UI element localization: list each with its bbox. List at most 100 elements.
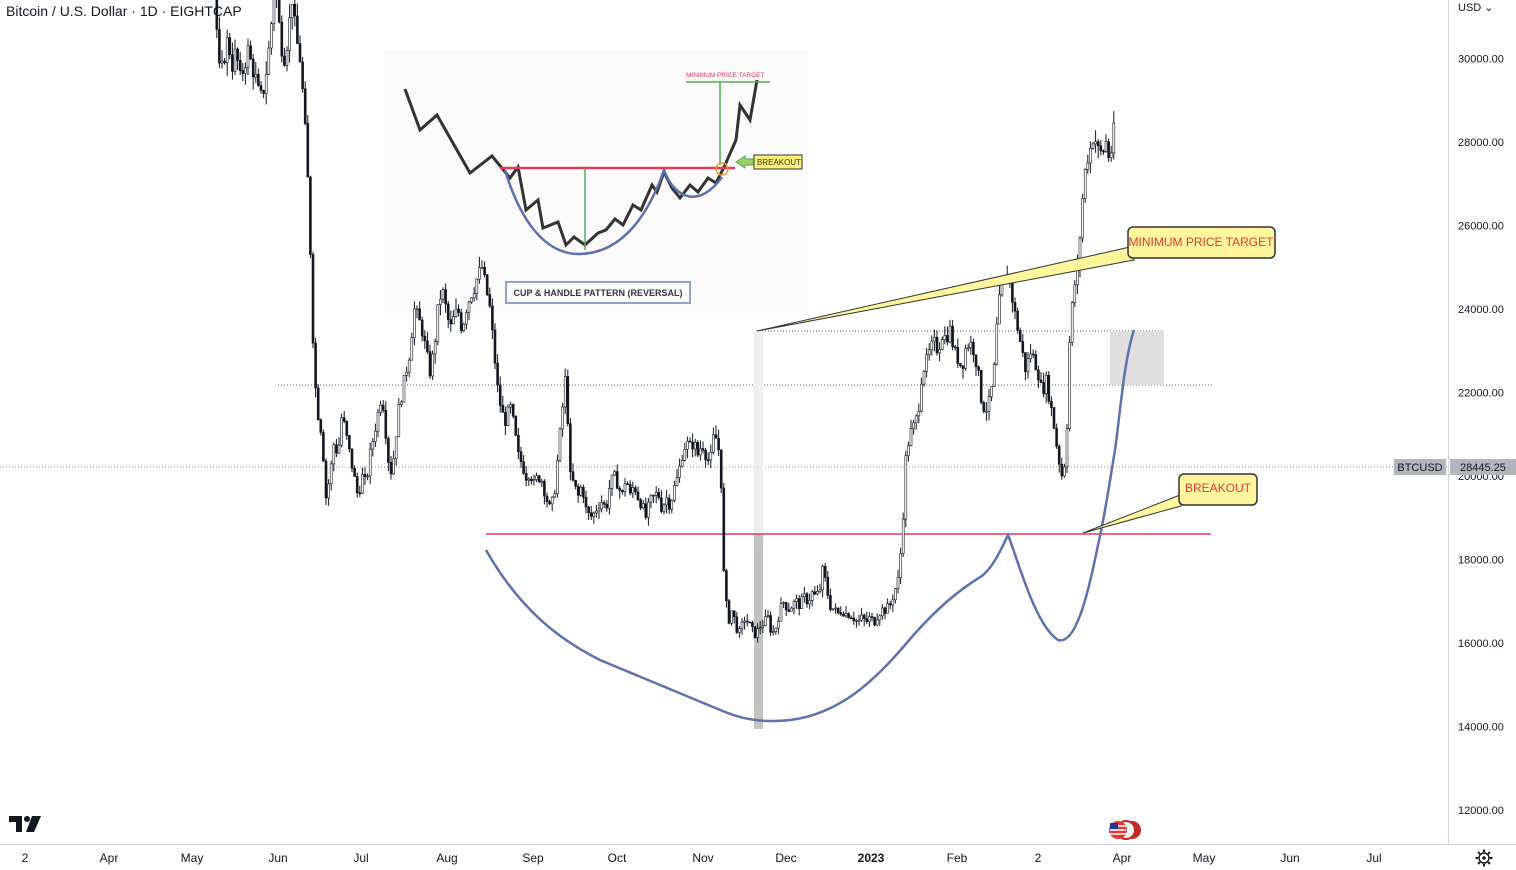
candle-body	[719, 449, 723, 489]
candle-body	[342, 417, 346, 422]
minimum-price-target-callout: MINIMUM PRICE TARGET	[756, 226, 1276, 332]
candle-body	[691, 441, 694, 450]
inset-price-zigzag	[403, 79, 759, 248]
candle-body	[899, 553, 902, 578]
candle-body	[639, 499, 642, 509]
candle-body	[777, 620, 780, 629]
time-axis[interactable]: 2 Apr May Jun Jul Aug Sep Oct Nov Dec 2023 Feb 2 Apr M…	[0, 844, 1516, 866]
candle-body	[584, 497, 588, 508]
candle-body	[392, 458, 395, 475]
candle-body	[1070, 302, 1074, 343]
candle-body	[246, 45, 250, 69]
candle-body	[262, 90, 265, 94]
last-price-tag: 28445.25	[1460, 462, 1506, 474]
candle-body	[714, 434, 718, 439]
candle-body	[381, 404, 385, 411]
candle-body	[849, 617, 853, 620]
cup-handle-inset-diagram: BREAKOUT MINIMUM PRICE TARGET CUP & HAND…	[384, 50, 808, 315]
candle-body	[384, 410, 388, 439]
time-tick-label: May	[181, 851, 204, 865]
candle-body	[800, 596, 804, 609]
candle-body	[696, 442, 700, 456]
candle-body	[303, 88, 307, 124]
candle-body	[712, 434, 715, 453]
candle-body	[852, 617, 856, 622]
price-axis[interactable]: 12000.0014000.0016000.0018000.0020000.00…	[1448, 0, 1504, 844]
candle-body	[745, 620, 749, 623]
candle-body	[782, 602, 785, 604]
candle-body	[943, 335, 947, 341]
candle-body	[673, 485, 676, 501]
time-tick-label: 2	[22, 851, 29, 865]
candle-body	[509, 404, 512, 408]
candle-body	[345, 420, 349, 436]
candle-body	[316, 387, 320, 421]
candle-body	[667, 497, 671, 510]
candle-body	[1065, 428, 1069, 468]
last-price-tag-bg	[1450, 459, 1516, 475]
candle-body	[600, 502, 603, 510]
candle-body	[808, 600, 811, 605]
candle-body	[959, 363, 962, 366]
candle-body	[483, 266, 486, 276]
candle-body	[566, 376, 570, 425]
candle-body	[875, 619, 879, 626]
candle-body	[743, 620, 746, 623]
candle-body	[855, 620, 858, 622]
candle-body	[561, 406, 564, 430]
candle-body	[423, 335, 427, 342]
candle-body	[1042, 382, 1045, 395]
target-zone-box	[1110, 331, 1164, 385]
candle-body	[675, 477, 679, 486]
candle-body	[641, 503, 645, 509]
candle-body	[254, 73, 258, 78]
candle-body	[995, 323, 999, 365]
candle-body	[241, 70, 245, 74]
candle-body	[501, 405, 505, 413]
candle-body	[371, 441, 375, 450]
candle-body	[496, 362, 499, 386]
candle-body	[524, 473, 528, 481]
candle-body	[678, 465, 681, 478]
candle-body	[327, 483, 330, 499]
candle-body	[363, 474, 367, 478]
candle-body	[940, 339, 944, 350]
candle-body	[961, 365, 965, 369]
candle-body	[485, 274, 489, 295]
candle-body	[1091, 143, 1095, 149]
symbol-title: Bitcoin / U.S. Dollar · 1D · EIGHTCAP	[6, 3, 242, 19]
candle-body	[264, 74, 268, 94]
candle-body	[896, 577, 900, 589]
candle-body	[285, 50, 289, 66]
candle-body	[881, 607, 884, 617]
candle-body	[998, 294, 1001, 325]
currency-selector[interactable]: USD ⌄	[1458, 2, 1494, 14]
candle-body	[1024, 352, 1027, 373]
candle-body	[582, 486, 585, 498]
us-flag-icon[interactable]	[1106, 820, 1144, 840]
candle-body	[433, 341, 437, 355]
candle-body	[280, 21, 284, 57]
candle-body	[1031, 353, 1035, 356]
candle-body	[756, 628, 759, 638]
candle-body	[834, 607, 837, 610]
candle-body	[626, 483, 629, 486]
gear-icon[interactable]	[1474, 848, 1494, 868]
candle-body	[400, 401, 403, 405]
candle-body	[420, 319, 424, 337]
candle-body	[709, 451, 713, 461]
candle-body	[977, 366, 980, 371]
candle-body	[888, 603, 892, 606]
candle-body	[706, 459, 710, 462]
candle-body	[293, 3, 297, 17]
candle-body	[860, 614, 863, 621]
candle-body	[415, 308, 419, 311]
candle-body	[511, 404, 515, 417]
candle-body	[953, 346, 957, 349]
candle-body	[1039, 379, 1043, 383]
candle-body	[636, 491, 640, 501]
candle-body	[306, 123, 310, 178]
candle-body	[662, 504, 666, 512]
candle-body	[288, 17, 291, 51]
